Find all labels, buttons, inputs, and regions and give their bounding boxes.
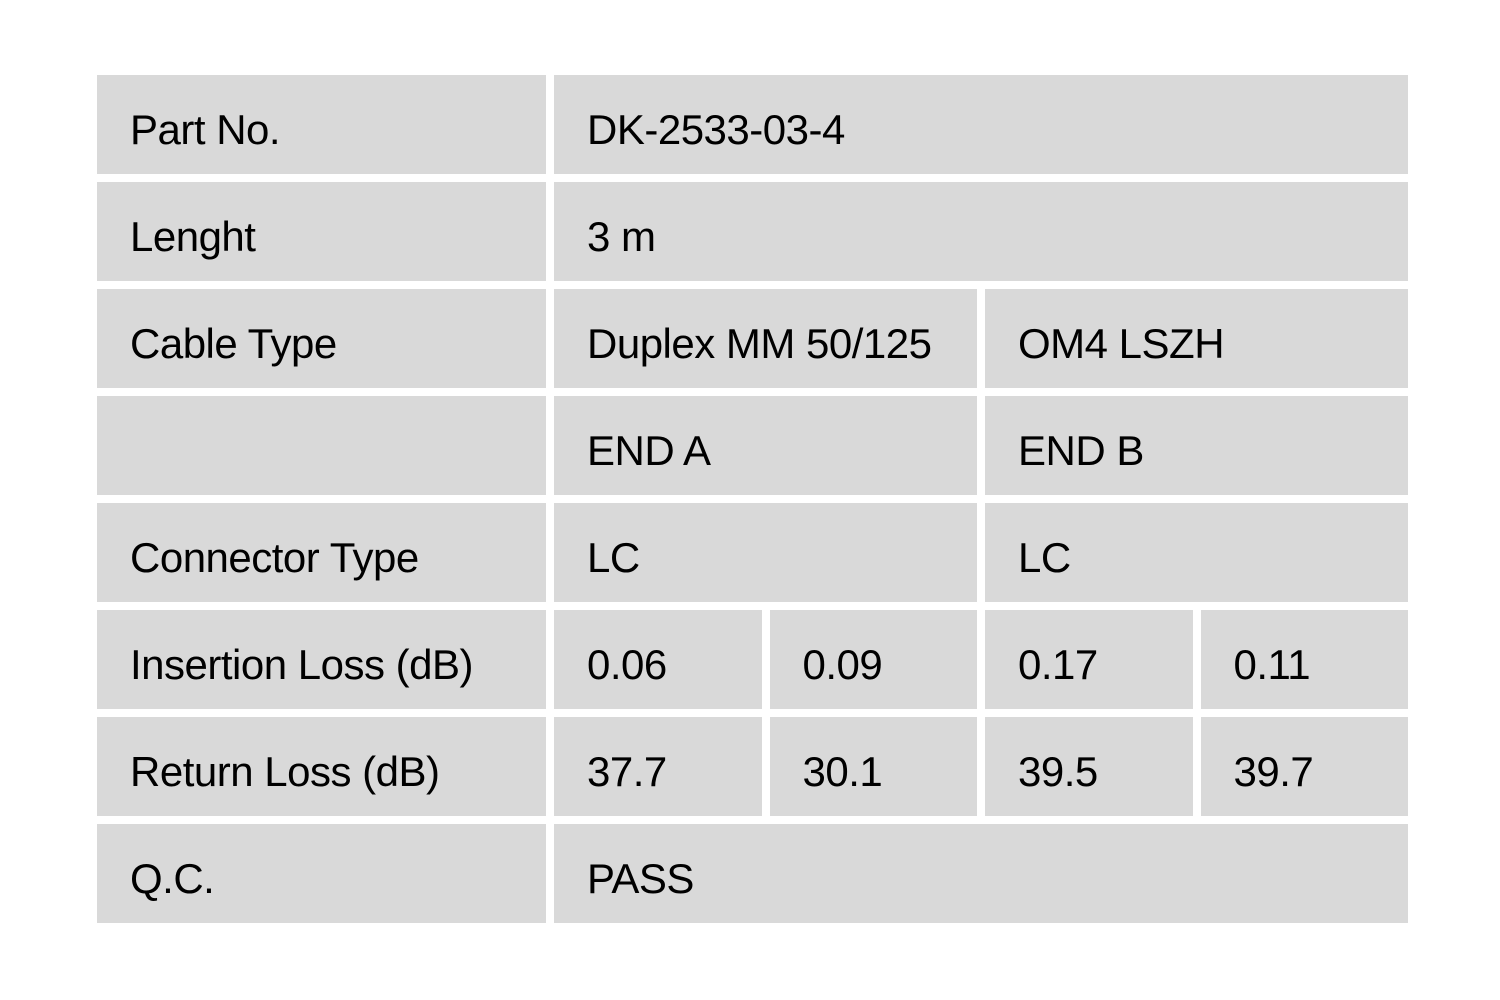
end-b-header: END B	[985, 396, 1408, 495]
spec-table: Part No. DK-2533-03-4 Lenght 3 m Cable T…	[97, 75, 1408, 923]
qc-value: PASS	[554, 824, 1408, 923]
length-label: Lenght	[97, 182, 546, 281]
insertion-loss-end-b-fiber-2: 0.11	[1200, 610, 1408, 709]
end-a-header: END A	[554, 396, 977, 495]
cable-type-value-2: OM4 LSZH	[985, 289, 1408, 388]
return-loss-end-a-fiber-1: 37.7	[554, 717, 762, 816]
insertion-loss-end-b-fiber-1: 0.17	[985, 610, 1193, 709]
insertion-loss-end-a-fiber-2: 0.09	[769, 610, 977, 709]
part-no-label: Part No.	[97, 75, 546, 174]
return-loss-end-b-fiber-2: 39.7	[1200, 717, 1408, 816]
qc-label: Q.C.	[97, 824, 546, 923]
return-loss-end-a-fiber-2: 30.1	[769, 717, 977, 816]
cable-type-value-1: Duplex MM 50/125	[554, 289, 977, 388]
connector-type-label: Connector Type	[97, 503, 546, 602]
cable-type-label: Cable Type	[97, 289, 546, 388]
return-loss-end-b-fiber-1: 39.5	[985, 717, 1193, 816]
return-loss-label: Return Loss (dB)	[97, 717, 546, 816]
part-no-value: DK-2533-03-4	[554, 75, 1408, 174]
insertion-loss-label: Insertion Loss (dB)	[97, 610, 546, 709]
insertion-loss-end-a-fiber-1: 0.06	[554, 610, 762, 709]
length-value: 3 m	[554, 182, 1408, 281]
connector-type-end-b: LC	[985, 503, 1408, 602]
connector-type-end-a: LC	[554, 503, 977, 602]
end-header-spacer-cell	[97, 396, 546, 495]
